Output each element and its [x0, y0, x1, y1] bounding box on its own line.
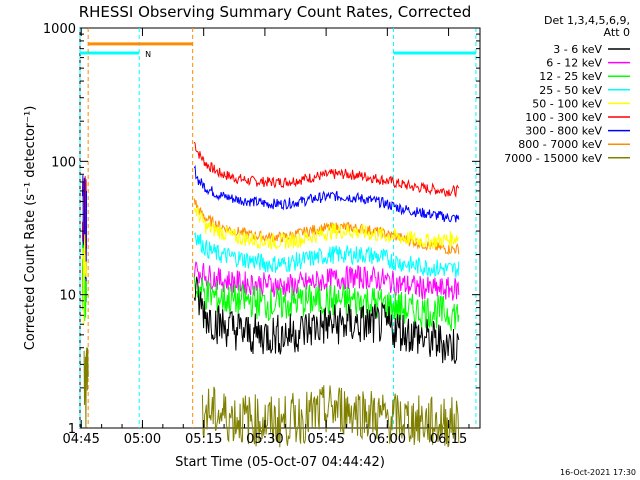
- x-tick-label: 05:00: [124, 432, 161, 447]
- y-tick-label: 10: [59, 289, 76, 304]
- legend-label: 3 - 6 keV: [553, 43, 602, 56]
- x-axis-label: Start Time (05-Oct-07 04:44:42): [175, 455, 385, 470]
- early-spike: [81, 234, 87, 326]
- y-axis-label: Corrected Count Rate (s⁻¹ detector⁻¹): [23, 106, 38, 351]
- x-tick-label: 05:30: [246, 432, 283, 447]
- series-line: [193, 206, 460, 251]
- x-tick-label: 04:45: [62, 432, 99, 447]
- legend-header: Att 0: [604, 26, 630, 39]
- series-line: [193, 231, 460, 279]
- legend-label: 50 - 100 keV: [532, 97, 602, 110]
- legend-header: Det 1,3,4,5,6,9,: [544, 14, 630, 27]
- x-tick-label: 06:15: [430, 432, 467, 447]
- axis-layer: 04:45 05:00 05:15 05:30 05:45 06:00 06:15 1 10 10…: [43, 22, 480, 447]
- series-line: [193, 141, 460, 199]
- footer-date: 16-Oct-2021 17:30: [560, 468, 636, 477]
- series-line: [193, 276, 460, 331]
- series-line: [201, 385, 460, 448]
- x-tick-label: 05:15: [185, 432, 222, 447]
- y-tick-label: 1: [68, 422, 76, 437]
- legend-label: 6 - 12 keV: [546, 57, 602, 70]
- plot-frame: [79, 27, 481, 429]
- series-line: [193, 198, 460, 256]
- state-bars-layer: N: [79, 28, 477, 428]
- legend-label: 100 - 300 keV: [525, 111, 602, 124]
- y-tick-label: 100: [51, 155, 76, 170]
- legend-label: 25 - 50 keV: [539, 84, 602, 97]
- y-tick-label: 1000: [43, 22, 76, 37]
- legend-label: 7000 - 15000 keV: [504, 152, 602, 165]
- chart-title: RHESSI Observing Summary Count Rates, Co…: [79, 3, 472, 21]
- legend-label: 12 - 25 keV: [539, 70, 602, 83]
- legend-label: 800 - 7000 keV: [518, 138, 602, 151]
- state-bar-label: N: [145, 50, 151, 59]
- series-line: [193, 276, 460, 364]
- early-spike: [83, 347, 89, 428]
- series-layer: [81, 141, 460, 448]
- x-tick-label: 06:00: [369, 432, 406, 447]
- legend-label: 300 - 800 keV: [525, 125, 602, 138]
- x-tick-label: 05:45: [307, 432, 344, 447]
- series-line: [193, 164, 460, 223]
